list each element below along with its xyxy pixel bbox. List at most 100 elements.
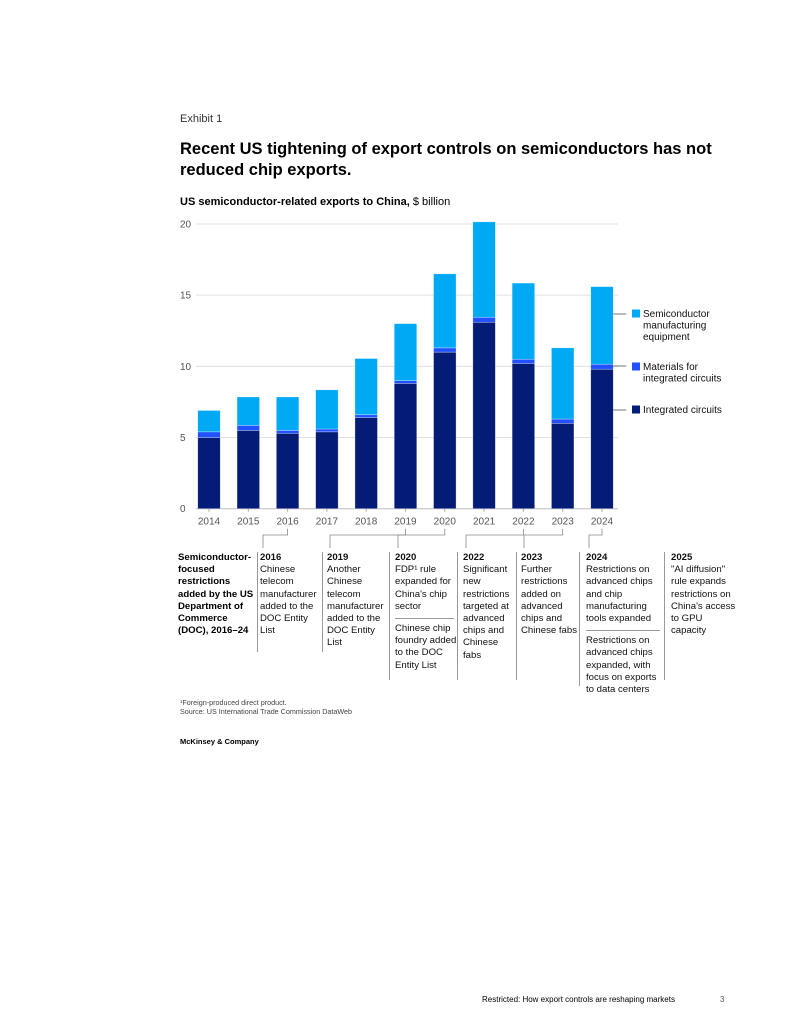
annotation-column-2020: 2020 FDP¹ rule expanded for China's chip … <box>395 552 459 672</box>
bar-stack <box>590 286 614 509</box>
chart-subtitle-unit: $ billion <box>409 196 451 208</box>
bar-segment-integrated-circuits <box>354 417 378 510</box>
bar-segment-materials <box>236 425 260 431</box>
annotation-divider <box>457 552 458 680</box>
bar-stack <box>276 396 300 509</box>
bar-segment-equipment <box>276 396 300 431</box>
annotation-separator <box>395 618 454 620</box>
annotations-row-label: Semiconductor-focused restrictions added… <box>178 552 254 637</box>
annotation-text: Restrictions on advanced chips expanded,… <box>586 635 657 696</box>
x-tick-label: 2023 <box>552 517 575 528</box>
bar-segment-equipment <box>354 358 378 416</box>
annotation-year: 2022 <box>463 552 485 563</box>
x-axis: 2014 2015 2016 2017 2018 2019 2020 2021 2022 2023… <box>198 508 614 528</box>
exhibit-label: Exhibit 1 <box>180 113 223 125</box>
annotation-divider <box>257 552 258 652</box>
legend-label: integrated circuits <box>643 374 721 385</box>
legend-label: equipment <box>643 332 690 343</box>
footnotes: ¹Foreign-produced direct product. Source… <box>180 698 352 716</box>
bar-segment-materials <box>590 363 614 370</box>
x-tick-label: 2014 <box>198 517 221 528</box>
x-tick-label: 2015 <box>237 517 260 528</box>
annotation-divider <box>389 552 390 680</box>
bar-segment-equipment <box>315 389 339 430</box>
annotation-text: Another Chinese telecom manufacturer add… <box>327 564 384 649</box>
exhibit-title: Recent US tightening of export controls … <box>180 140 712 179</box>
running-footer: Restricted: How export controls are resh… <box>482 995 675 1004</box>
legend-label: Materials for <box>643 362 699 373</box>
bar-segment-equipment <box>511 282 535 360</box>
annotation-connector <box>465 528 524 548</box>
annotation-year: 2024 <box>586 552 608 563</box>
annotation-column-2023: 2023 Further restrictions added on advanc… <box>521 552 581 637</box>
annotation-text: "AI diffusion" rule expands restrictions… <box>671 564 736 637</box>
y-tick-label: 20 <box>180 220 192 231</box>
x-tick-label: 2017 <box>316 517 339 528</box>
y-tick-label: 0 <box>180 504 186 515</box>
annotation-text: Further restrictions added on advanced c… <box>521 564 577 637</box>
bar-stack <box>393 323 418 510</box>
annotation-connector <box>262 528 288 548</box>
bar-segment-materials <box>433 347 457 353</box>
x-tick-label: 2020 <box>434 517 457 528</box>
bar-segment-materials <box>393 380 418 384</box>
bar-segment-materials <box>472 316 496 323</box>
annotation-divider <box>516 552 517 680</box>
annotation-year: 2016 <box>260 552 282 563</box>
bar-segment-materials <box>276 430 300 434</box>
annotation-divider <box>322 552 323 652</box>
annotation-separator <box>586 630 660 632</box>
legend-swatch <box>632 405 640 414</box>
annotation-text: FDP¹ rule expanded for China's chip sect… <box>395 564 452 612</box>
bar-segment-integrated-circuits <box>590 368 614 509</box>
bar-stack <box>551 347 575 510</box>
legend-label: Semiconductor <box>643 309 710 320</box>
page-number: 3 <box>720 995 725 1004</box>
annotation-year: 2019 <box>327 552 349 563</box>
stacked-bar-chart: 0 5 10 15 20 2014 2015 2016 2017 2018 2019 2020 202… <box>180 220 722 548</box>
bar-segment-equipment <box>472 221 496 318</box>
annotation-column-2024: 2024 Restrictions on advanced chips and c… <box>586 552 666 696</box>
annotation-divider <box>579 552 580 686</box>
annotation-column-2016: 2016 Chinese telecom manufacturer added t… <box>260 552 320 637</box>
bar-stack <box>472 221 496 509</box>
bar-segment-materials <box>551 418 575 424</box>
bars-layer <box>197 221 614 510</box>
legend-label: manufacturing <box>643 321 706 332</box>
x-tick-label: 2024 <box>591 517 614 528</box>
x-tick-label: 2019 <box>394 517 417 528</box>
legend-label: Integrated circuits <box>643 405 722 416</box>
annotation-connector <box>329 528 406 548</box>
legend-swatch <box>632 362 640 371</box>
annotation-column-2025: 2025 "AI diffusion" rule expands restrict… <box>671 552 739 637</box>
bar-stack <box>197 410 221 509</box>
y-tick-label: 5 <box>180 433 186 444</box>
bar-segment-equipment <box>236 396 260 426</box>
bar-segment-integrated-circuits <box>472 321 496 509</box>
annotation-text: Restrictions on advanced chips and chip … <box>586 564 653 625</box>
bar-segment-equipment <box>590 286 614 365</box>
y-tick-label: 10 <box>180 362 192 373</box>
bar-segment-integrated-circuits <box>197 437 221 509</box>
source-note: Source: US International Trade Commissio… <box>180 707 353 716</box>
annotation-connector <box>523 528 564 548</box>
y-tick-label: 15 <box>180 291 192 302</box>
x-tick-label: 2022 <box>512 517 535 528</box>
brand-logo-text: McKinsey & Company <box>180 737 259 746</box>
bar-segment-integrated-circuits <box>315 431 339 509</box>
bar-stack <box>315 389 339 509</box>
annotation-connector <box>397 528 446 548</box>
annotation-connectors <box>262 528 603 548</box>
bar-segment-equipment <box>197 410 221 433</box>
annotation-column-2022: 2022 Significant new restrictions targete… <box>463 552 517 662</box>
bar-segment-materials <box>197 431 221 438</box>
bar-segment-materials <box>315 428 339 433</box>
bar-stack <box>511 282 535 509</box>
bar-segment-integrated-circuits <box>236 430 260 510</box>
x-tick-label: 2016 <box>276 517 299 528</box>
bar-segment-equipment <box>551 347 575 420</box>
annotation-year: 2023 <box>521 552 543 563</box>
annotation-connector <box>588 528 603 548</box>
footnote-1: ¹Foreign-produced direct product. <box>180 698 287 707</box>
